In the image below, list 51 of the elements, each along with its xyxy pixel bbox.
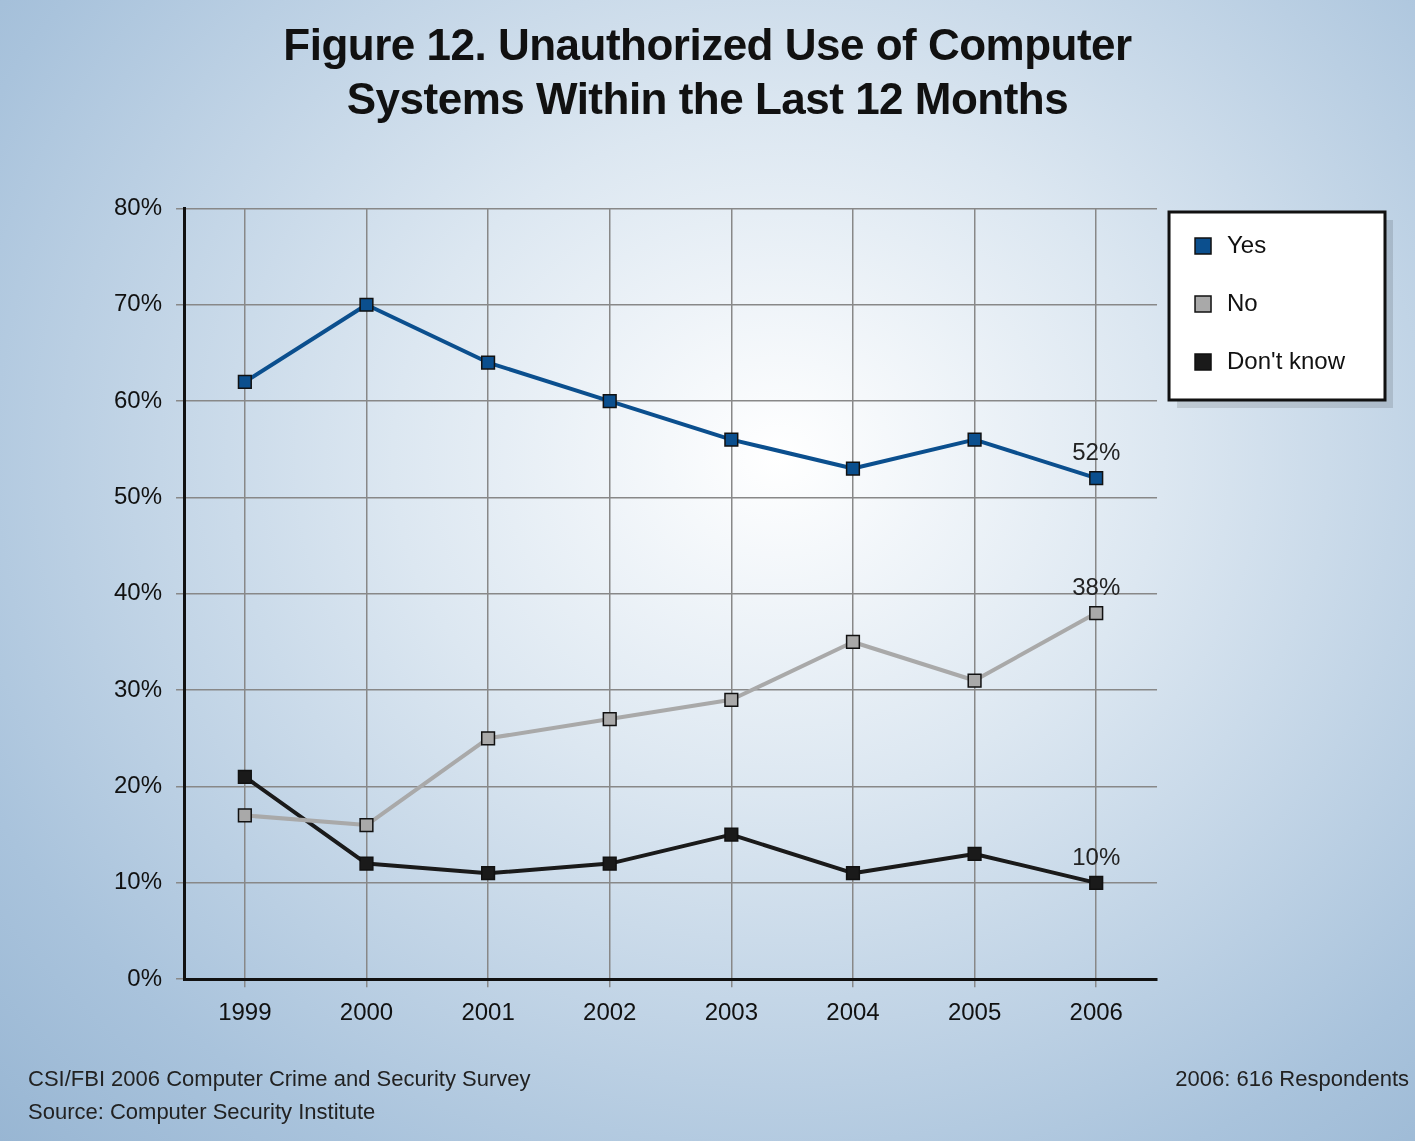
point [359,856,374,871]
y-tick-label: 30% [113,674,163,702]
point [480,355,496,370]
legend-label: Don't know [1227,346,1346,374]
y-tick-label: 60% [113,385,163,413]
point [967,673,982,688]
text: 2006: 616 Respondents [1175,1066,1409,1092]
y-tick-label: 20% [113,771,163,799]
point [845,866,861,881]
point [359,297,374,312]
data-label: 10% [1072,842,1121,870]
chart-title: Figure 12. Unauthorized Use of Computer Systems Within the Last 12 Months [282,19,1133,125]
y-tick-label: 70% [113,289,163,317]
point [602,711,617,727]
point [724,692,739,707]
legend-label: No [1227,288,1258,316]
data-label: 52% [1072,438,1121,466]
point [237,808,252,823]
point [1089,605,1104,621]
x-tick-label: 2006 [1069,998,1123,1026]
point [602,393,617,409]
text: CSI/FBI 2006 Computer Crime and Security Survey [28,1066,531,1092]
point [845,634,861,650]
legend-label: Yes [1227,230,1267,258]
point [967,846,982,862]
point [845,461,861,476]
y-tick-label: 0% [127,963,163,991]
x-tick-label: 1999 [218,998,272,1026]
point [359,817,374,833]
point [1089,875,1104,890]
x-tick-label: 2004 [826,998,880,1026]
point [724,432,739,447]
point [237,374,252,389]
point [967,432,982,447]
x-tick-label: 2005 [947,998,1002,1026]
y-tick-label: 50% [113,482,163,510]
x-tick-label: 2003 [704,998,759,1026]
point [724,827,739,842]
x-tick-label: 2002 [583,998,637,1026]
point [1089,471,1104,486]
y-tick-label: 80% [113,193,163,221]
y-tick-label: 10% [113,867,163,895]
point [480,731,496,746]
data-label: 38% [1072,573,1121,601]
y-tick-label: 40% [113,578,163,606]
point [480,866,496,881]
x-tick-label: 2000 [339,998,394,1026]
source-note: Source: Computer Security Institute [28,1099,376,1125]
point [602,856,617,871]
x-tick-label: 2001 [461,998,515,1026]
point [237,769,252,784]
